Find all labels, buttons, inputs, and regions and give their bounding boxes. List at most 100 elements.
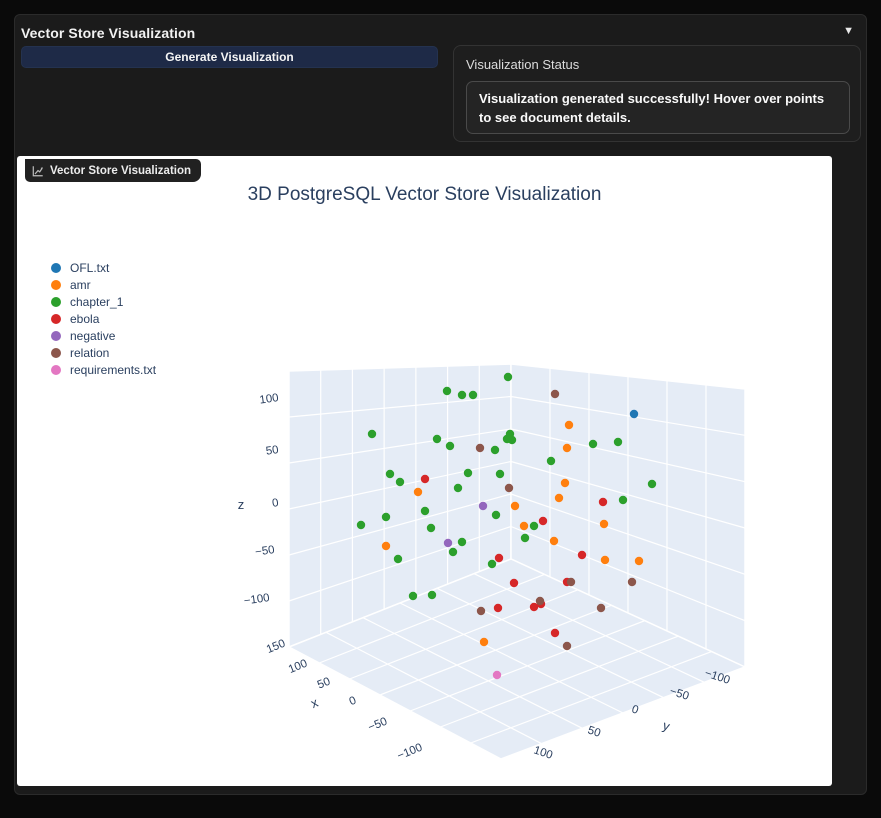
data-point-relation[interactable]: [562, 641, 572, 651]
data-point-relation[interactable]: [476, 606, 486, 616]
y-tick-label: 0: [630, 703, 640, 716]
data-point-relation[interactable]: [550, 389, 560, 399]
app-panel: Vector Store Visualization ▼ Generate Vi…: [14, 14, 867, 795]
legend-item-amr[interactable]: amr: [51, 276, 156, 293]
data-point-chapter_1[interactable]: [618, 495, 628, 505]
data-point-ebola[interactable]: [538, 516, 548, 526]
data-point-chapter_1[interactable]: [381, 512, 391, 522]
data-point-amr[interactable]: [381, 541, 391, 551]
accordion-header[interactable]: Vector Store Visualization ▼: [21, 21, 856, 45]
collapse-arrow-icon[interactable]: ▼: [843, 25, 854, 37]
grid-line: [440, 635, 679, 728]
legend-item-requirements.txt[interactable]: requirements.txt: [51, 361, 156, 378]
data-point-chapter_1[interactable]: [457, 537, 467, 547]
data-point-amr[interactable]: [600, 555, 610, 565]
legend-label: negative: [70, 328, 116, 343]
data-point-amr[interactable]: [519, 521, 529, 531]
data-point-chapter_1[interactable]: [427, 590, 437, 600]
data-point-relation[interactable]: [504, 483, 514, 493]
legend-item-chapter_1[interactable]: chapter_1: [51, 293, 156, 310]
data-point-ebola[interactable]: [494, 553, 504, 563]
data-point-chapter_1[interactable]: [468, 390, 478, 400]
data-point-amr[interactable]: [634, 556, 644, 566]
data-point-chapter_1[interactable]: [448, 547, 458, 557]
data-point-chapter_1[interactable]: [408, 591, 418, 601]
data-point-amr[interactable]: [413, 487, 423, 497]
data-point-chapter_1[interactable]: [395, 477, 405, 487]
data-point-ebola[interactable]: [509, 578, 519, 588]
grid-line: [362, 617, 583, 729]
data-point-amr[interactable]: [510, 501, 520, 511]
data-point-amr[interactable]: [599, 519, 609, 529]
data-point-chapter_1[interactable]: [647, 479, 657, 489]
data-point-chapter_1[interactable]: [442, 386, 452, 396]
data-point-relation[interactable]: [475, 443, 485, 453]
data-point-chapter_1[interactable]: [491, 510, 501, 520]
data-point-chapter_1[interactable]: [520, 533, 530, 543]
data-point-ebola[interactable]: [598, 497, 608, 507]
x-tick-label: 150: [265, 638, 287, 656]
grid-line: [473, 573, 705, 683]
grid-line: [470, 651, 712, 744]
data-point-amr[interactable]: [562, 443, 572, 453]
z-tick-label: −50: [254, 544, 275, 559]
data-point-chapter_1[interactable]: [453, 483, 463, 493]
data-point-amr[interactable]: [560, 478, 570, 488]
data-point-OFL.txt[interactable]: [629, 409, 639, 419]
data-point-relation[interactable]: [535, 596, 545, 606]
data-point-relation[interactable]: [627, 577, 637, 587]
status-panel: Visualization Status Visualization gener…: [453, 45, 861, 142]
3d-scatter-plot[interactable]: 150100500−50−100x−100−50050100y100500−50…: [17, 156, 832, 786]
data-point-chapter_1[interactable]: [588, 439, 598, 449]
data-point-negative[interactable]: [443, 538, 453, 548]
data-point-amr[interactable]: [549, 536, 559, 546]
legend-item-ebola[interactable]: ebola: [51, 310, 156, 327]
legend-item-relation[interactable]: relation: [51, 344, 156, 361]
chart-title: 3D PostgreSQL Vector Store Visualization: [247, 184, 602, 205]
data-point-chapter_1[interactable]: [487, 559, 497, 569]
data-point-negative[interactable]: [478, 501, 488, 511]
data-point-ebola[interactable]: [529, 602, 539, 612]
data-point-chapter_1[interactable]: [367, 429, 377, 439]
legend-item-OFL.txt[interactable]: OFL.txt: [51, 259, 156, 276]
data-point-chapter_1[interactable]: [546, 456, 556, 466]
legend-dot: [51, 330, 61, 341]
grid-line: [409, 620, 645, 712]
data-point-chapter_1[interactable]: [356, 520, 366, 530]
data-point-ebola[interactable]: [550, 628, 560, 638]
plot-card: Vector Store Visualization 3D PostgreSQL…: [17, 156, 832, 786]
grid-line: [510, 460, 746, 529]
plot-tab-chip: Vector Store Visualization: [25, 159, 202, 182]
data-point-chapter_1[interactable]: [420, 506, 430, 516]
data-point-chapter_1[interactable]: [529, 521, 539, 531]
data-point-chapter_1[interactable]: [432, 434, 442, 444]
legend-item-negative[interactable]: negative: [51, 327, 156, 344]
z-tick-label: −100: [243, 592, 270, 607]
data-point-amr[interactable]: [479, 637, 489, 647]
y-tick-label: 50: [586, 724, 602, 739]
x-tick-label: 0: [348, 695, 358, 709]
data-point-ebola[interactable]: [420, 474, 430, 484]
data-point-amr[interactable]: [564, 420, 574, 430]
data-point-requirements.txt[interactable]: [492, 670, 502, 680]
data-point-chapter_1[interactable]: [426, 523, 436, 533]
data-point-chapter_1[interactable]: [505, 429, 515, 439]
grid-line: [510, 493, 746, 575]
data-point-relation[interactable]: [596, 603, 606, 613]
data-point-chapter_1[interactable]: [445, 441, 455, 451]
data-point-chapter_1[interactable]: [385, 469, 395, 479]
data-point-relation[interactable]: [566, 577, 576, 587]
data-point-amr[interactable]: [554, 493, 564, 503]
legend-dot: [51, 262, 61, 273]
data-point-chapter_1[interactable]: [503, 372, 513, 382]
data-point-chapter_1[interactable]: [495, 469, 505, 479]
data-point-chapter_1[interactable]: [490, 445, 500, 455]
data-point-chapter_1[interactable]: [457, 390, 467, 400]
data-point-ebola[interactable]: [577, 550, 587, 560]
data-point-ebola[interactable]: [493, 603, 503, 613]
y-tick-label: 100: [532, 744, 554, 761]
data-point-chapter_1[interactable]: [463, 468, 473, 478]
generate-visualization-button[interactable]: Generate Visualization: [21, 46, 438, 68]
data-point-chapter_1[interactable]: [393, 554, 403, 564]
data-point-chapter_1[interactable]: [613, 437, 623, 447]
